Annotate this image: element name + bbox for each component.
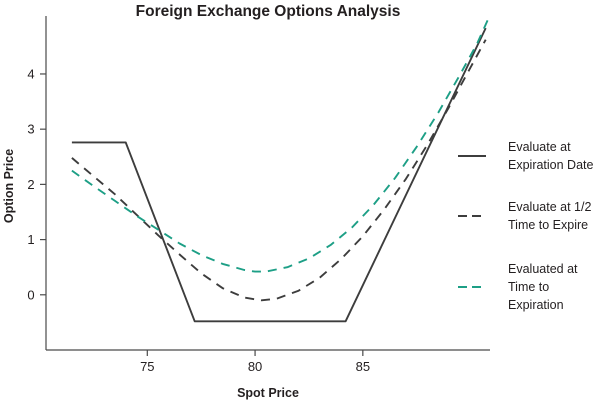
y-tick-label-0: 0 <box>27 287 34 302</box>
y-tick-label-1: 1 <box>27 232 34 247</box>
legend-label-evaluate-at-expiration-date-line-0: Evaluate at <box>508 140 571 154</box>
legend-label-evaluated-at-time-to-expiration-line-2: Expiration <box>508 298 564 312</box>
y-tick-label-4: 4 <box>27 66 34 81</box>
legend-label-evaluated-at-time-to-expiration-line-1: Time to <box>508 280 549 294</box>
x-tick-label-0: 75 <box>140 359 154 374</box>
y-axis-title: Option Price <box>2 149 16 223</box>
legend-label-evaluate-at-1-2-time-to-expire-line-0: Evaluate at 1/2 <box>508 200 591 214</box>
y-ticks: 0 1 2 3 4 <box>27 66 46 302</box>
y-tick-label-2: 2 <box>27 177 34 192</box>
x-tick-label-1: 80 <box>248 359 262 374</box>
legend-label-evaluate-at-expiration-date-line-1: Expiration Date <box>508 158 594 172</box>
legend-label-evaluate-at-1-2-time-to-expire-line-1: Time to Expire <box>508 218 588 232</box>
series-layer <box>71 19 489 323</box>
legend: Evaluate at Expiration Date Evaluate at 1/… <box>458 140 594 312</box>
x-tick-label-2: 85 <box>356 359 370 374</box>
x-ticks: 75 80 85 <box>140 350 370 374</box>
series-line-evaluate-at-1-2-time-to-expire <box>71 39 487 302</box>
y-tick-label-3: 3 <box>27 122 34 137</box>
x-axis-title: Spot Price <box>237 386 299 400</box>
series-line-evaluated-at-time-to-expiration <box>71 19 489 273</box>
series-line-evaluate-at-expiration-date <box>71 27 487 323</box>
legend-label-evaluated-at-time-to-expiration-line-0: Evaluated at <box>508 262 578 276</box>
chart-title: Foreign Exchange Options Analysis <box>136 3 401 20</box>
